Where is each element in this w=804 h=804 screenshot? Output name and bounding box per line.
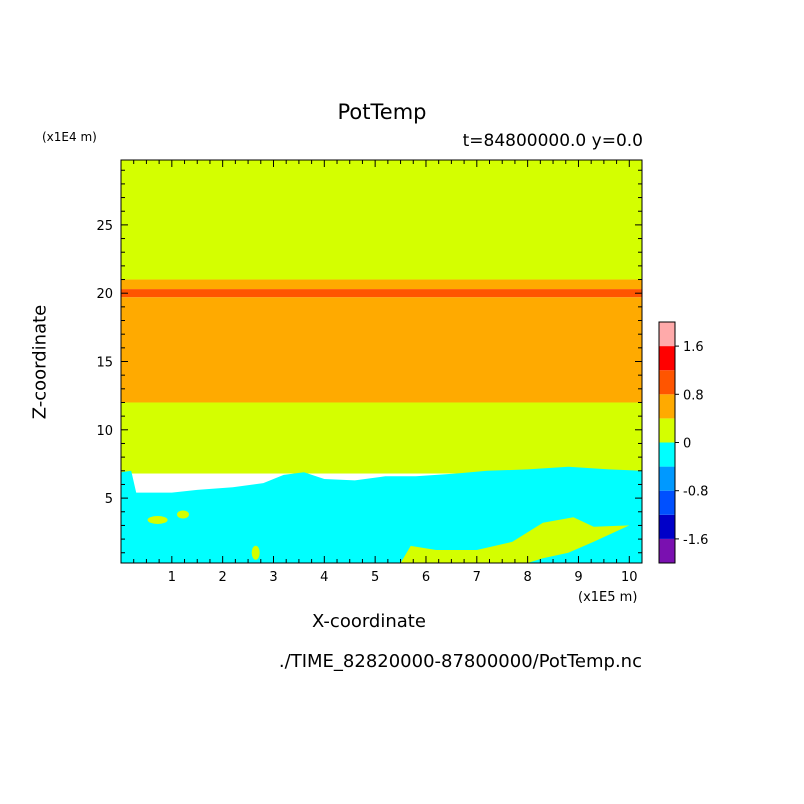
x-axis-unit: (x1E5 m): [578, 590, 638, 605]
colorbar-segment: [659, 466, 675, 491]
warm-blob: [147, 515, 168, 524]
colorbar-tick-label: -1.6: [683, 533, 708, 548]
colorbar-segment: [659, 418, 675, 443]
warm-blob: [177, 510, 190, 519]
x-tick-label: 6: [422, 570, 430, 585]
y-tick-label: 5: [105, 492, 113, 507]
x-axis-label: X-coordinate: [312, 611, 426, 632]
colorbar-segment: [659, 490, 675, 515]
y-tick-label: 20: [96, 287, 113, 302]
x-tick-label: 8: [523, 570, 531, 585]
chart-subtitle: t=84800000.0 y=0.0: [462, 131, 643, 151]
band-warm: [121, 297, 642, 403]
colorbar-segment: [659, 514, 675, 539]
plot-area: [121, 160, 642, 563]
colorbar-segment: [659, 538, 675, 563]
band-thin-orange: [121, 279, 642, 290]
colorbar-segment: [659, 322, 675, 347]
x-tick-label: 10: [621, 570, 638, 585]
colorbar-tick-label: 1.6: [683, 340, 704, 355]
y-tick-label: 15: [96, 356, 113, 371]
z-axis-unit: (x1E4 m): [42, 130, 97, 144]
warm-blob: [251, 545, 260, 560]
band-middle: [121, 402, 642, 474]
region-cold-lower: [121, 466, 642, 563]
colorbar-tick-label: -0.8: [683, 485, 708, 500]
y-tick-label: 10: [96, 424, 113, 439]
x-tick-label: 5: [371, 570, 379, 585]
colorbar-segment: [659, 346, 675, 371]
band-upper: [121, 160, 642, 280]
x-tick-label: 2: [219, 570, 227, 585]
x-tick-label: 4: [320, 570, 328, 585]
colorbar-segment: [659, 442, 675, 467]
colorbar-segment: [659, 394, 675, 419]
source-file-path: ./TIME_82820000-87800000/PotTemp.nc: [278, 651, 642, 672]
chart-title: PotTemp: [337, 100, 427, 124]
colorbar-tick-label: 0: [683, 437, 691, 452]
colorbar-tick-label: 0.8: [683, 388, 704, 403]
region-surface-warm-patch: [400, 517, 630, 563]
x-tick-label: 1: [168, 570, 176, 585]
axes: 1 2 3 4 5 6 7 8 9 10 5 10 15 20 25: [96, 159, 643, 585]
colorbar-segment: [659, 370, 675, 395]
x-tick-label: 9: [574, 570, 582, 585]
band-warm-peak: [121, 289, 642, 298]
x-tick-label: 7: [473, 570, 481, 585]
y-tick-label: 25: [96, 219, 113, 234]
colorbar: 1.6 0.8 0 -0.8 -1.6: [658, 321, 708, 564]
x-tick-label: 3: [269, 570, 277, 585]
